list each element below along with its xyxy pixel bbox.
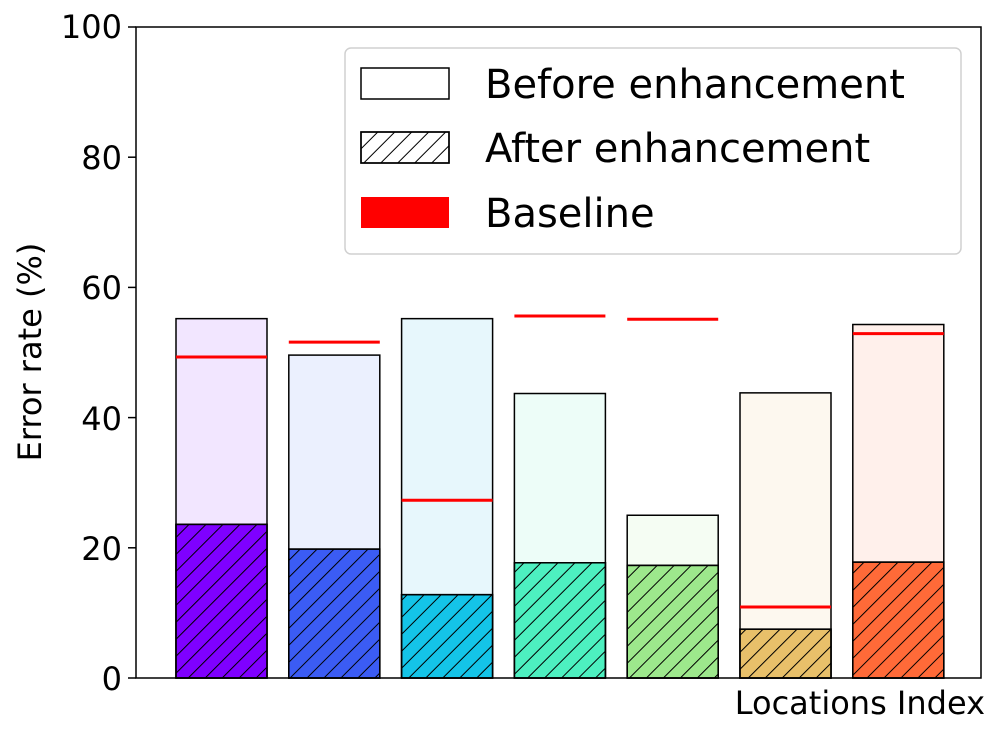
y-tick-label: 40 — [81, 400, 122, 438]
y-tick-labels: 0 20 40 60 80 100 — [61, 8, 122, 698]
legend-baseline-swatch — [361, 197, 449, 228]
legend: Before enhancement After enhancement Bas… — [344, 47, 962, 255]
legend-before-label: Before enhancement — [485, 62, 905, 108]
after-bar-hatch — [175, 523, 268, 679]
after-bar-hatch — [288, 548, 381, 679]
after-bar-hatch — [513, 562, 607, 679]
bars-group — [175, 314, 945, 679]
y-tick-label: 100 — [61, 8, 122, 46]
after-bar-hatch — [852, 561, 945, 679]
y-tick-marks — [128, 26, 136, 679]
legend-after-label: After enhancement — [485, 126, 870, 172]
x-axis-label: Locations Index — [735, 684, 985, 722]
plot-area-frame — [135, 26, 982, 679]
y-tick-label: 0 — [102, 660, 122, 698]
after-bar-hatch — [739, 628, 832, 679]
legend-before-swatch — [360, 67, 450, 100]
legend-after-swatch-hatch — [360, 131, 450, 164]
legend-baseline-label: Baseline — [485, 191, 655, 237]
y-tick-label: 80 — [81, 139, 122, 177]
y-tick-label: 60 — [81, 269, 122, 307]
y-axis-label: Error rate (%) — [11, 243, 49, 462]
y-tick-label: 20 — [81, 530, 122, 568]
legend-box — [344, 47, 962, 255]
after-bar-hatch — [626, 564, 719, 679]
after-bar-hatch — [400, 593, 494, 679]
